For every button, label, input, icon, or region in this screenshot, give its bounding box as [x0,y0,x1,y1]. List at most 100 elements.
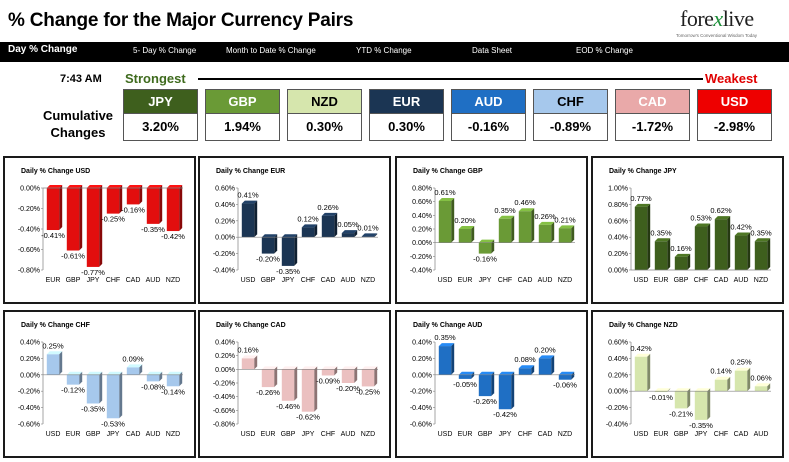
bar-gbp[interactable] [478,374,492,397]
bar-gbp[interactable] [674,256,688,270]
bar-usd[interactable] [634,206,648,270]
bar-side [747,367,751,392]
chart-panel-cad: Daily % Change CAD 0.40% 0.20% 0.00% -0.20% -… [198,310,391,458]
timestamp: 7:43 AM [60,73,102,85]
y-tick-label: -0.40% [18,405,40,412]
bar-top [674,253,691,257]
bar-side [99,185,103,267]
bar-cad[interactable] [321,215,335,238]
bar-gbp[interactable] [674,391,688,409]
bar-gbp[interactable] [86,374,100,404]
bar-aud[interactable] [754,386,768,392]
bar-chf[interactable] [498,218,512,243]
bar-eur[interactable] [654,391,668,393]
bar-usd[interactable] [46,354,60,375]
bar-cad[interactable] [126,367,140,375]
bar-aud[interactable] [146,374,160,382]
bar-gbp[interactable] [281,369,295,401]
bar-nzd[interactable] [558,374,572,380]
bar-chf[interactable] [321,369,335,376]
bar-eur[interactable] [458,229,472,243]
bar-nzd[interactable] [558,228,572,243]
y-tick-label: -0.60% [18,247,40,254]
bar-aud[interactable] [341,369,355,383]
bar-nzd[interactable] [361,236,375,238]
x-category-label: EUR [458,431,473,438]
bar-jpy[interactable] [106,374,120,419]
bar-usd[interactable] [241,203,255,238]
nav-ytd-change[interactable]: YTD % Change [356,46,412,55]
currency-tile-aud[interactable]: AUD -0.16% [451,89,526,141]
bar-nzd[interactable] [166,374,180,387]
y-tick-label: -0.40% [213,394,235,401]
x-category-label: USD [438,431,453,438]
bar-usd[interactable] [241,358,255,370]
nav-month-to-date-change[interactable]: Month to Date % Change [226,46,316,55]
x-category-label: JPY [479,277,492,284]
bar-jpy[interactable] [478,242,492,254]
bar-jpy[interactable] [281,237,295,266]
bar-chf[interactable] [106,188,120,214]
bar-jpy[interactable] [301,369,315,412]
bar-aud[interactable] [146,188,160,224]
currency-tile-gbp[interactable]: GBP 1.94% [205,89,280,141]
bar-top [558,225,575,229]
bar-chf[interactable] [714,379,728,392]
nav-5day-change[interactable]: 5- Day % Change [133,46,197,55]
bar-value-label: -0.25% [356,387,380,396]
bar-aud[interactable] [341,233,355,238]
y-tick-label: 0.20% [20,356,40,363]
bar-jpy[interactable] [694,391,708,420]
bar-aud[interactable] [538,224,552,243]
forexlive-logo[interactable]: forexlive Tomorrow's Conventional Wisdom… [660,4,780,40]
bar-chf[interactable] [518,368,532,375]
currency-tile-cad[interactable]: CAD -1.72% [615,89,690,141]
chart-title: Daily % Change GBP [413,168,483,175]
bar-jpy[interactable] [498,374,512,410]
currency-tile-eur[interactable]: EUR 0.30% [369,89,444,141]
bar-chf[interactable] [301,227,315,238]
bar-chf[interactable] [694,226,708,270]
bar-nzd[interactable] [754,241,768,270]
bar-value-label: 0.62% [710,206,732,215]
bar-cad[interactable] [126,188,140,205]
bar-value-label: -0.26% [473,397,497,406]
x-category-label: NZD [754,277,768,284]
currency-tile-nzd[interactable]: NZD 0.30% [287,89,362,141]
currency-tile-usd[interactable]: USD -2.98% [697,89,772,141]
currency-tile-chf[interactable]: CHF -0.89% [533,89,608,141]
bar-eur[interactable] [261,369,275,388]
x-category-label: AUD [538,277,553,284]
bar-eur[interactable] [654,241,668,270]
x-category-label: CAD [518,277,533,284]
bar-usd[interactable] [438,200,452,243]
bar-usd[interactable] [634,356,648,392]
bar-gbp[interactable] [261,237,275,254]
bar-usd[interactable] [438,346,452,375]
bar-side [334,212,338,238]
bar-value-label: -0.42% [161,232,185,241]
bar-cad[interactable] [538,358,552,375]
x-category-label: NZD [361,431,375,438]
bar-eur[interactable] [66,374,80,385]
bar-value-label: -0.35% [276,267,300,276]
bar-cad[interactable] [714,219,728,270]
bar-side [767,238,771,270]
bar-eur[interactable] [46,188,60,231]
bar-gbp[interactable] [66,188,80,251]
chart-title: Daily % Change USD [21,168,91,175]
currency-tile-jpy[interactable]: JPY 3.20% [123,89,198,141]
bar-aud[interactable] [734,235,748,270]
bar-cad[interactable] [518,211,532,243]
bar-eur[interactable] [458,374,472,379]
nav-eod-change[interactable]: EOD % Change [576,46,633,55]
bar-nzd[interactable] [361,369,375,387]
x-category-label: CHF [321,431,335,438]
bar-jpy[interactable] [86,188,100,267]
nav-day-change[interactable]: Day % Change [8,44,78,55]
bar-cad[interactable] [734,370,748,392]
bar-top [106,185,123,188]
nav-data-sheet[interactable]: Data Sheet [472,46,513,55]
bar-nzd[interactable] [166,188,180,232]
x-category-label: AUD [754,431,769,438]
